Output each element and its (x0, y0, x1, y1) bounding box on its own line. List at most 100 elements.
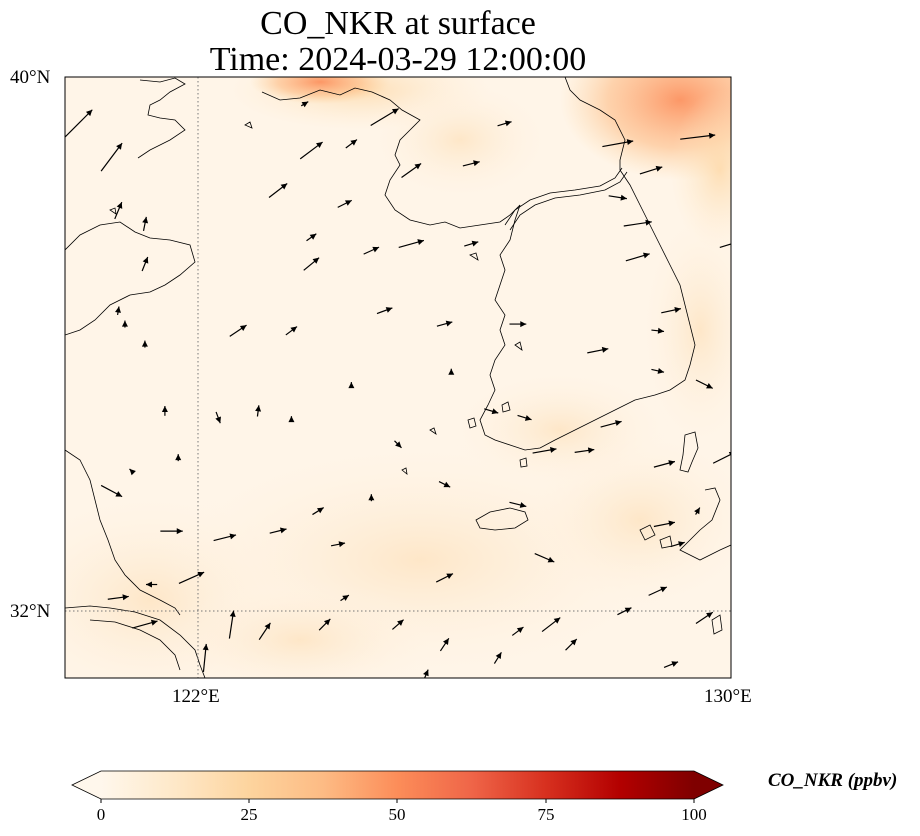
colorbar-gradient (101, 771, 694, 799)
wind-arrow (285, 326, 298, 336)
wind-arrow (401, 163, 422, 178)
wind-arrow (337, 199, 352, 208)
liaodong-coast (261, 87, 521, 229)
wind-arrow (132, 619, 158, 629)
wind-arrow (213, 533, 237, 542)
small-islands (109, 121, 528, 475)
wind-arrow-head (414, 163, 422, 170)
wind-arrow (340, 594, 350, 602)
title-line-1: CO_NKR at surface (260, 5, 536, 42)
wind-arrow (639, 165, 663, 175)
wind-arrow (436, 320, 453, 327)
wind-arrow-shaft (719, 243, 731, 249)
wind-arrow (670, 541, 685, 548)
wind-arrow-head (423, 669, 429, 677)
wind-arrow-head (643, 252, 650, 259)
wind-arrow (268, 183, 288, 198)
wind-arrow (299, 141, 323, 160)
wind-arrow (161, 405, 168, 416)
dmz-boundary (504, 167, 628, 231)
wind-arrow (608, 194, 627, 201)
wind-arrow (258, 622, 271, 640)
wind-arrow-head (142, 216, 149, 224)
wind-arrow (330, 541, 346, 548)
wind-arrow (511, 626, 524, 636)
wind-arrow-head (655, 165, 663, 172)
wind-arrow (114, 201, 123, 220)
gridlines (65, 77, 731, 678)
wind-arrow-head (317, 507, 324, 514)
wind-arrow (648, 586, 668, 596)
wind-arrow-shaft (65, 109, 93, 138)
wind-arrow-head (660, 586, 667, 593)
wind-arrow-head (255, 405, 262, 412)
wind-arrow (255, 405, 262, 417)
wind-arrow-head (288, 416, 295, 423)
lat-label-40n: 40°N (10, 67, 51, 88)
wind-arrow (435, 573, 454, 583)
wind-arrow-head (342, 595, 349, 601)
lon-label-130e: 130°E (704, 686, 752, 707)
wind-arrow-head (668, 460, 675, 466)
wind-arrow-head (671, 661, 679, 667)
wind-arrow (303, 257, 320, 271)
wind-arrow (493, 652, 502, 664)
wind-arrow-head (601, 346, 609, 353)
wind-arrow (532, 446, 557, 454)
wind-arrow (651, 327, 665, 334)
jeju-island (475, 507, 529, 531)
wind-arrow-head (397, 619, 404, 626)
wind-arrow-head (202, 643, 209, 651)
wind-arrow-head (728, 452, 731, 457)
title-line-2: Time: 2024-03-29 12:00:00 (209, 41, 587, 78)
wind-arrow (534, 553, 555, 563)
wind-arrow-head (516, 627, 524, 634)
wind-arrow (269, 527, 287, 534)
korea-west-coast (479, 169, 696, 451)
wind-arrow (288, 416, 295, 423)
wind-arrow (484, 408, 499, 415)
wind-arrow-head (674, 306, 681, 313)
wind-arrow-head (491, 408, 499, 415)
wind-arrow (175, 454, 182, 462)
wind-arrow-head (197, 571, 205, 578)
wind-arrow-head (570, 639, 577, 646)
wind-arrow (100, 142, 123, 172)
wind-arrow-head (471, 240, 479, 247)
wind-arrow (312, 507, 324, 516)
wind-arrow-head (175, 454, 182, 461)
wind-arrow-head (706, 383, 713, 389)
wind-arrow-head (645, 219, 652, 226)
colorbar-min-extension (72, 771, 101, 799)
wind-arrow-head (239, 325, 247, 331)
korea-north-coast (564, 77, 626, 170)
wind-arrow (107, 594, 129, 601)
wind-arrow-head (129, 468, 136, 476)
colorbar (71, 770, 724, 803)
bohai-north-coast (137, 77, 186, 159)
wind-arrow (423, 669, 429, 678)
wind-arrow (448, 368, 455, 375)
wind-arrow-head (372, 246, 380, 253)
wind-arrow (517, 414, 532, 421)
wind-arrow (345, 139, 358, 149)
wind-arrow-head (323, 618, 331, 626)
wind-arrow-head (229, 610, 236, 617)
wind-arrow (623, 219, 652, 227)
wind-arrow (202, 643, 209, 673)
wind-arrow-head (624, 607, 632, 614)
wind-arrow (617, 607, 632, 616)
wind-arrow (653, 460, 676, 468)
wind-arrow-head (122, 594, 129, 601)
wind-arrow (719, 243, 731, 249)
jiangsu-coast (65, 449, 181, 616)
wind-arrow (574, 447, 595, 454)
wind-arrow-head (215, 416, 221, 424)
wind-arrow-head (316, 142, 323, 149)
coastlines (65, 77, 731, 678)
wind-arrow (300, 101, 309, 108)
wind-arrow-head (443, 481, 451, 488)
lat-label-32n: 32°N (10, 601, 51, 622)
colorbar-max-extension (694, 771, 723, 799)
